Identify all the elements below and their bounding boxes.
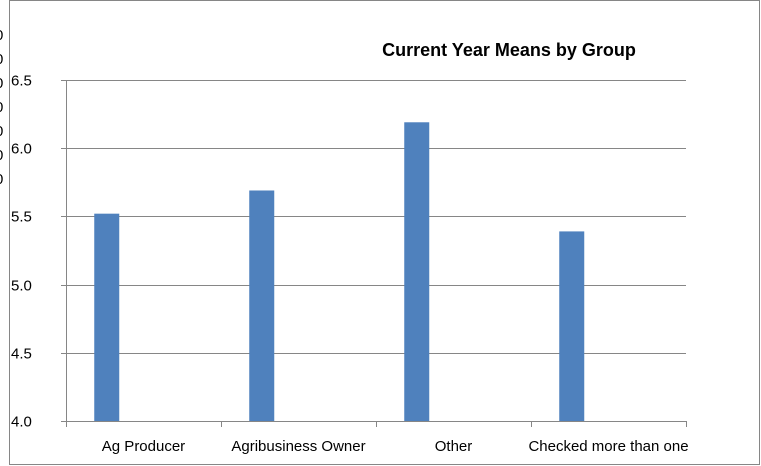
x-category-label: Checked more than one	[528, 438, 688, 455]
y-tick-label: 6.5	[11, 73, 32, 90]
clipped-glyph: 0	[0, 123, 3, 140]
clipped-left-glyphs: 0 0 0 0 0 0 0	[0, 27, 3, 188]
bars	[94, 122, 585, 421]
x-category-label: Agribusiness Owner	[231, 438, 365, 455]
bar	[249, 190, 275, 421]
clipped-glyph: 0	[0, 27, 3, 44]
clipped-glyph: 0	[0, 51, 3, 68]
clipped-glyph: 0	[0, 171, 3, 188]
clipped-glyph: 0	[0, 99, 3, 116]
x-axis-category-labels: Ag Producer Agribusiness Owner Other Checke…	[102, 438, 689, 455]
bar	[559, 231, 585, 421]
y-tick-label: 4.5	[11, 346, 32, 363]
clipped-glyph: 0	[0, 147, 3, 164]
clipped-glyph: 0	[0, 75, 3, 92]
x-axis-tick-marks	[66, 421, 687, 427]
bar	[404, 122, 430, 421]
y-axis-tick-labels: 4.0 4.5 5.0 5.5 6.0 6.5	[11, 73, 32, 431]
y-tick-label: 4.0	[11, 414, 32, 431]
chart-border	[9, 0, 760, 465]
x-category-label: Ag Producer	[102, 438, 185, 455]
y-tick-label: 6.0	[11, 141, 32, 158]
bar	[94, 213, 120, 421]
chart-title: Current Year Means by Group	[382, 40, 636, 60]
y-tick-label: 5.5	[11, 209, 32, 226]
y-tick-label: 5.0	[11, 278, 32, 295]
x-category-label: Other	[435, 438, 473, 455]
